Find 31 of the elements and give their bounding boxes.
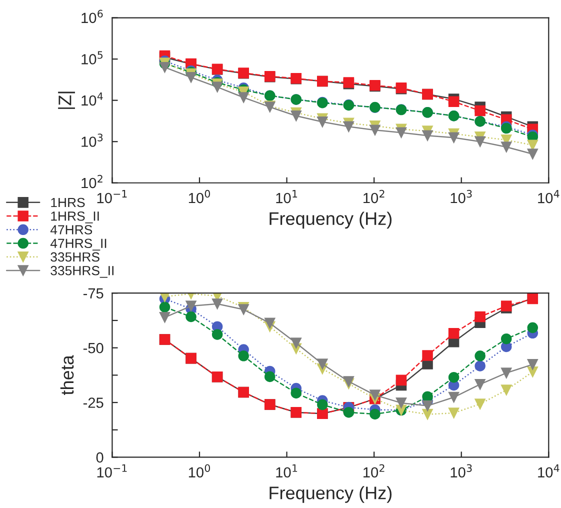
x-tick-label: 10$^{4}$	[538, 190, 560, 204]
x-axis-title: Frequency (Hz)	[270, 486, 392, 503]
x-tick-label: 10$^{1}$	[276, 464, 298, 478]
legend-label: 1HRS	[51, 198, 85, 208]
x-tick-label: 10$^{−1}$	[97, 190, 127, 204]
y-tick-label: -75	[83, 288, 104, 299]
y-tick-label: -50	[83, 342, 104, 354]
legend-label: 1HRS_II	[51, 211, 99, 224]
y-tick-label: -25	[83, 398, 104, 408]
x-tick-label: 10$^{2}$	[364, 464, 384, 478]
x-tick-label: 10$^{0}$	[188, 464, 210, 478]
y-tick-label: 10$^{3}$	[82, 134, 103, 147]
y-axis-title: |Z|	[58, 92, 75, 109]
legend-label: 335HRS	[50, 252, 100, 262]
y-tick-label: 10$^{5}$	[82, 51, 102, 64]
x-tick-label: 10$^{3}$	[450, 190, 472, 204]
legend-label: 335HRS_II	[50, 266, 114, 278]
legend-label: 47HRS	[50, 225, 92, 234]
x-tick-label: 10$^{0}$	[188, 190, 210, 204]
y-tick-label: 0	[96, 452, 104, 463]
x-tick-label: 10$^{4}$	[538, 464, 560, 478]
x-tick-label: 10$^{1}$	[276, 190, 298, 204]
y-tick-label: 10$^{2}$	[82, 174, 102, 188]
x-axis-title: Frequency (Hz)	[270, 212, 392, 229]
x-tick-label: 10$^{3}$	[450, 464, 472, 478]
y-tick-label: 10$^{6}$	[82, 10, 103, 24]
y-tick-label: 10$^{4}$	[82, 92, 103, 106]
y-axis-title: theta	[60, 355, 74, 395]
x-tick-label: 10$^{−1}$	[97, 464, 127, 478]
x-tick-label: 10$^{2}$	[364, 190, 384, 204]
legend-label: 47HRS_II	[50, 238, 106, 251]
